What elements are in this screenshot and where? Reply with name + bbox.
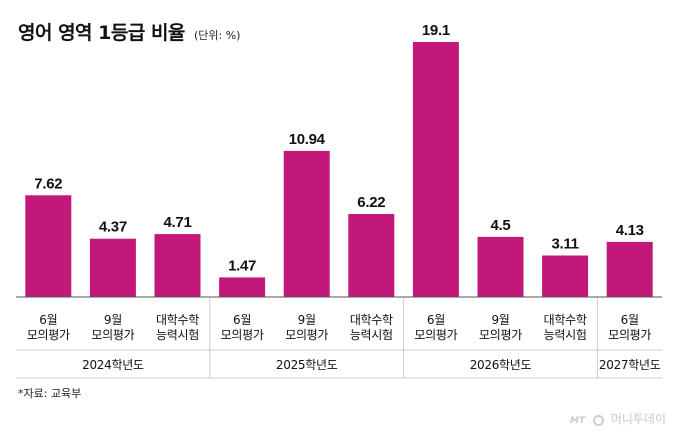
category-label-0-line2: 모의평가 (27, 328, 70, 342)
group-label-3: 2027학년도 (599, 358, 661, 372)
category-label-2-line1: 대학수학 (156, 313, 199, 327)
category-label-3-line1: 6월 (233, 313, 251, 327)
category-label-0-line1: 6월 (39, 313, 57, 327)
source-note: *자료: 교육부 (18, 387, 82, 400)
category-label-6-line1: 6월 (427, 313, 445, 327)
logo-mark-icon (592, 415, 604, 426)
bar-0 (25, 195, 72, 297)
category-label-4-line1: 9월 (298, 313, 316, 327)
bar-value-label-4: 10.94 (289, 131, 326, 148)
category-label-1-line2: 모의평가 (91, 328, 134, 342)
category-label-9-line2: 모의평가 (608, 328, 651, 342)
logo-mt: MT (570, 416, 586, 426)
bar-7 (477, 236, 524, 297)
category-label-1-line1: 9월 (104, 313, 122, 327)
category-label-8-line1: 대학수학 (544, 313, 587, 327)
category-label-5-line1: 대학수학 (350, 313, 393, 327)
bar-value-label-9: 4.13 (616, 222, 644, 239)
bar-4 (283, 150, 330, 297)
bar-value-label-2: 4.71 (164, 214, 192, 231)
bar-value-label-7: 4.5 (491, 217, 511, 234)
bar-value-label-1: 4.37 (99, 219, 127, 236)
logo-name: 머니투데이 (610, 412, 666, 426)
category-label-2-line2: 능력시험 (156, 328, 199, 342)
category-label-7-line2: 모의평가 (479, 328, 522, 342)
bar-3 (219, 277, 266, 297)
bar-8 (542, 255, 589, 297)
bar-1 (89, 238, 136, 297)
chart-title: 영어 영역 1등급 비율 (18, 22, 185, 44)
unit-label: (단위: %) (194, 29, 241, 42)
bar-5 (348, 214, 395, 297)
group-label-2: 2026학년도 (470, 358, 532, 372)
bar-value-label-0: 7.62 (34, 175, 62, 192)
bar-value-label-5: 6.22 (357, 194, 385, 211)
bar-6 (412, 42, 459, 297)
category-label-7-line1: 9월 (491, 313, 509, 327)
group-label-0: 2024학년도 (82, 358, 144, 372)
group-label-1: 2025학년도 (276, 358, 338, 372)
bar-2 (154, 234, 201, 297)
bar-value-label-8: 3.11 (552, 236, 579, 253)
bar-9 (606, 241, 653, 297)
publisher-logo: MT 머니투데이 (570, 410, 666, 427)
bar-value-label-6: 19.1 (422, 22, 450, 39)
chart-header: 영어 영역 1등급 비율 (단위: %) (18, 18, 240, 45)
bar-value-label-3: 1.47 (228, 257, 256, 274)
category-label-8-line2: 능력시험 (544, 328, 587, 342)
category-label-4-line2: 모의평가 (285, 328, 328, 342)
category-label-5-line2: 능력시험 (350, 328, 393, 342)
category-label-3-line2: 모의평가 (221, 328, 264, 342)
category-label-9-line1: 6월 (621, 313, 639, 327)
category-label-6-line2: 모의평가 (414, 328, 457, 342)
